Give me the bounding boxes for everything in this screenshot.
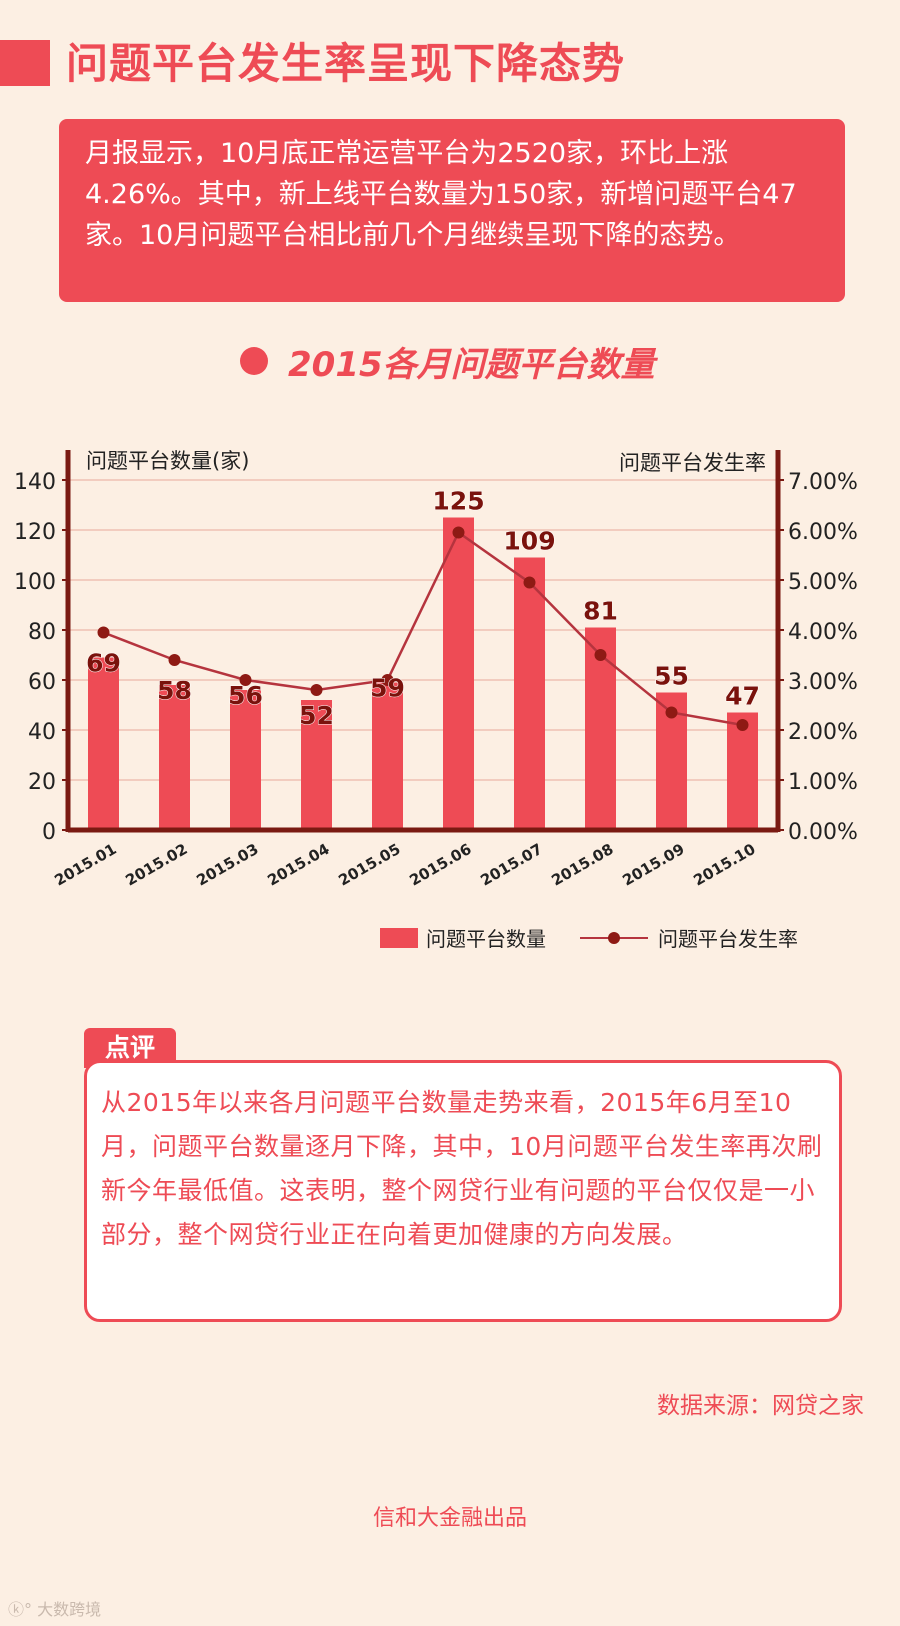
- bar: [514, 557, 545, 830]
- rate-point: [381, 674, 394, 686]
- rate-point: [239, 674, 252, 686]
- bar-value-label: 59: [370, 674, 405, 703]
- rate-line: [103, 530, 743, 727]
- bar: [727, 712, 758, 830]
- y-axis-title: 问题平台数量(家): [86, 449, 249, 473]
- y-tick-label: 20: [28, 770, 56, 795]
- y-tick-label: 60: [28, 670, 56, 695]
- x-tick-label: 2015.10: [690, 840, 758, 890]
- rate-point: [523, 576, 536, 589]
- y2-tick-label: 3.00%: [788, 670, 858, 695]
- rate-point: [452, 526, 465, 539]
- header-accent-bar: [0, 40, 50, 86]
- rate-point: [97, 626, 110, 639]
- review-box: 从2015年以来各月问题平台数量走势来看，2015年6月至10月，问题平台数量逐…: [84, 1060, 842, 1322]
- review-text: 从2015年以来各月问题平台数量走势来看，2015年6月至10月，问题平台数量逐…: [101, 1088, 823, 1249]
- rate-point: [168, 654, 181, 666]
- bar-value-label: 58: [157, 676, 192, 705]
- y2-tick-label: 2.00%: [788, 720, 858, 745]
- bullet-dot-icon: [240, 347, 268, 375]
- watermark: ⓚ° 大数跨境: [8, 1596, 101, 1620]
- y2-axis-title: 问题平台发生率: [619, 451, 766, 475]
- y2-tick-label: 5.00%: [788, 570, 858, 595]
- watermark-logo-icon: ⓚ°: [8, 1600, 38, 1619]
- bar: [443, 517, 474, 830]
- rate-point: [594, 649, 607, 661]
- y-tick-label: 120: [14, 520, 56, 545]
- bar: [88, 657, 119, 830]
- footer-credit: 信和大金融出品: [372, 1506, 527, 1531]
- y-tick-label: 40: [28, 720, 56, 745]
- x-tick-label: 2015.08: [548, 840, 616, 890]
- x-tick-label: 2015.07: [477, 840, 545, 890]
- y2-tick-label: 0.00%: [788, 820, 858, 845]
- x-tick-label: 2015.09: [619, 840, 687, 890]
- y-tick-label: 140: [14, 470, 56, 495]
- y-tick-label: 80: [28, 620, 56, 645]
- bar-value-label: 109: [503, 527, 555, 556]
- summary-text: 月报显示，10月底正常运营平台为2520家，环比上涨4.26%。其中，新上线平台…: [85, 138, 797, 251]
- watermark-text: 大数跨境: [37, 1600, 102, 1619]
- chart-heading: 2015各月问题平台数量: [240, 336, 655, 386]
- y2-tick-label: 4.00%: [788, 620, 858, 645]
- bar: [230, 690, 261, 830]
- x-tick-label: 2015.05: [335, 840, 403, 890]
- rate-point: [310, 684, 323, 696]
- legend-bar-label: 问题平台数量: [426, 927, 546, 951]
- x-tick-label: 2015.01: [51, 840, 119, 890]
- bar-value-label: 81: [583, 597, 618, 626]
- y-tick-label: 100: [14, 570, 56, 595]
- data-source: 数据来源：网贷之家: [657, 1393, 864, 1419]
- y2-tick-label: 1.00%: [788, 770, 858, 795]
- bar: [159, 685, 190, 830]
- rate-point: [665, 706, 678, 719]
- bar-value-label: 69: [86, 649, 121, 678]
- bar: [585, 627, 616, 830]
- x-tick-label: 2015.04: [264, 840, 332, 890]
- page-title: 问题平台发生率呈现下降态势: [66, 39, 626, 88]
- bar-value-label: 55: [654, 662, 689, 691]
- x-tick-label: 2015.02: [122, 840, 190, 890]
- x-tick-label: 2015.06: [406, 840, 474, 890]
- y-tick-label: 0: [42, 820, 56, 845]
- bar-value-label: 52: [299, 701, 334, 730]
- rate-point: [736, 719, 749, 731]
- bar-value-label: 47: [725, 682, 760, 711]
- bar-value-label: 56: [228, 681, 263, 710]
- x-tick-label: 2015.03: [193, 840, 261, 890]
- legend-line-marker: [608, 932, 620, 944]
- bar: [301, 700, 332, 830]
- bar: [372, 682, 403, 830]
- y2-tick-label: 6.00%: [788, 520, 858, 545]
- legend-bar-swatch: [380, 928, 418, 948]
- chart-heading-text: 2015各月问题平台数量: [288, 344, 655, 385]
- legend-line-label: 问题平台发生率: [658, 927, 798, 951]
- bar-value-label: 125: [432, 487, 484, 516]
- combo-chart: 0 20 40 60 80 100 120 140 0.00% 1.00% 2.00% 3.00% 4.…: [14, 449, 858, 951]
- summary-box: 月报显示，10月底正常运营平台为2520家，环比上涨4.26%。其中，新上线平台…: [59, 119, 845, 302]
- y2-tick-label: 7.00%: [788, 470, 858, 495]
